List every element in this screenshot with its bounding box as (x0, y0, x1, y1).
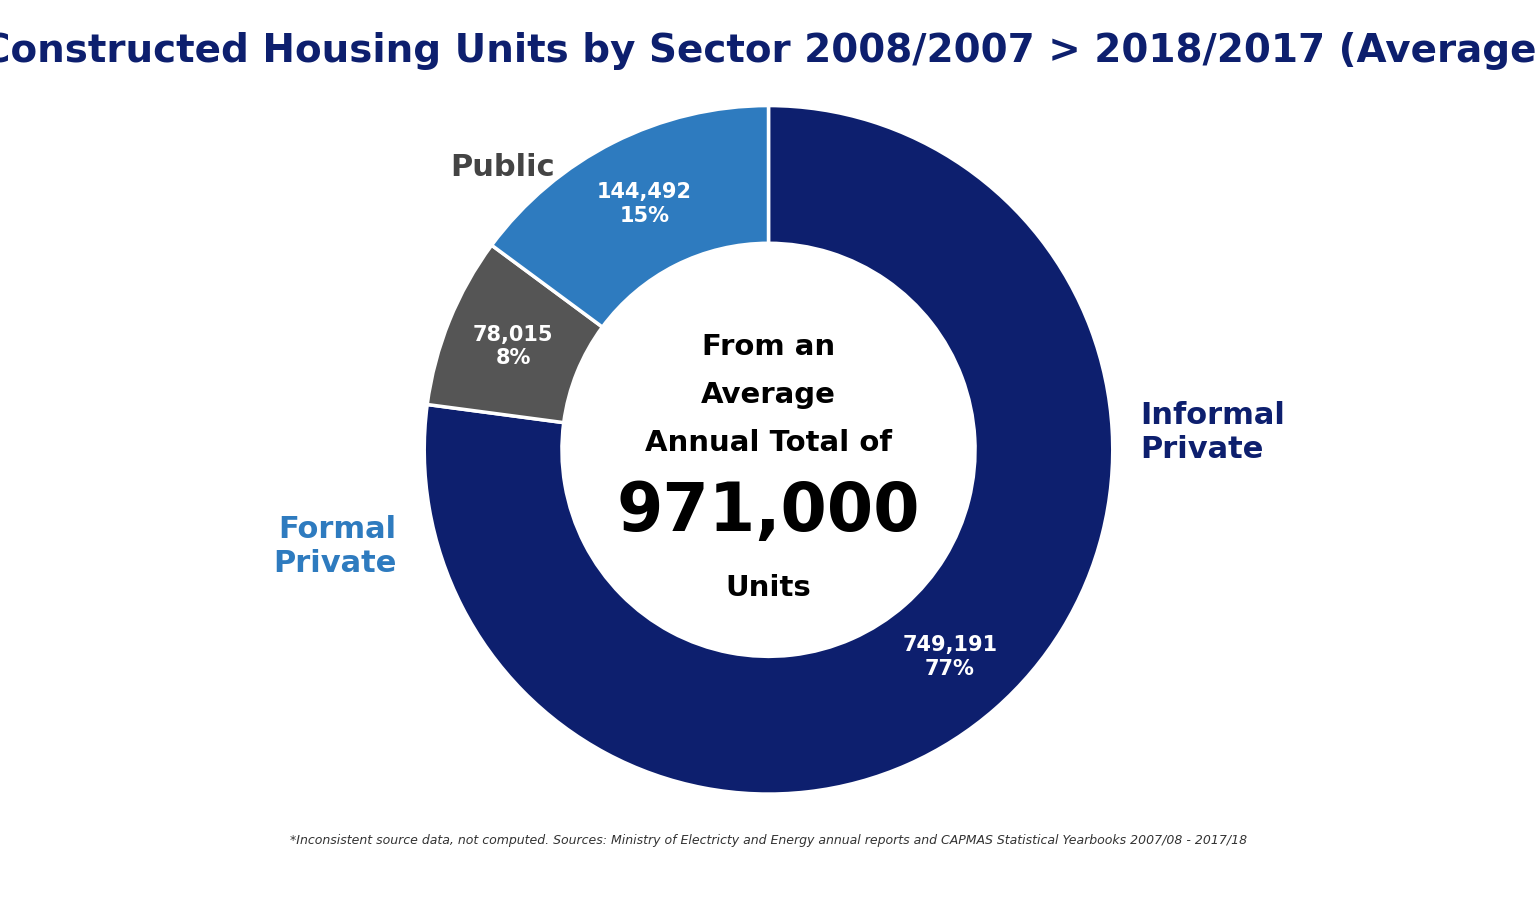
Text: From an: From an (702, 332, 835, 361)
Text: Informal
Private: Informal Private (1140, 401, 1285, 464)
Text: 78,015
8%: 78,015 8% (473, 325, 553, 368)
Text: *Inconsistent source data, not computed. Sources: Ministry of Electricty and Ene: *Inconsistent source data, not computed.… (290, 834, 1247, 846)
Text: Constructed Housing Units by Sector 2008/2007 > 2018/2017 (Average): Constructed Housing Units by Sector 2008… (0, 32, 1537, 70)
Text: Units: Units (725, 574, 812, 601)
Wedge shape (427, 245, 603, 422)
Text: Annual Total of: Annual Total of (646, 429, 891, 457)
Text: Average: Average (701, 381, 836, 409)
Text: marsadomran.info: marsadomran.info (51, 873, 226, 891)
Text: 144,492
15%: 144,492 15% (596, 183, 692, 226)
Text: 971,000: 971,000 (616, 479, 921, 544)
Text: 749,191
77%: 749,191 77% (902, 635, 998, 678)
Wedge shape (424, 106, 1113, 794)
Text: The Built Environment Observatory: The Built Environment Observatory (547, 872, 990, 892)
Text: Formal
Private: Formal Private (274, 515, 397, 577)
Text: Public: Public (450, 153, 555, 182)
Circle shape (563, 243, 974, 656)
Wedge shape (492, 106, 768, 327)
